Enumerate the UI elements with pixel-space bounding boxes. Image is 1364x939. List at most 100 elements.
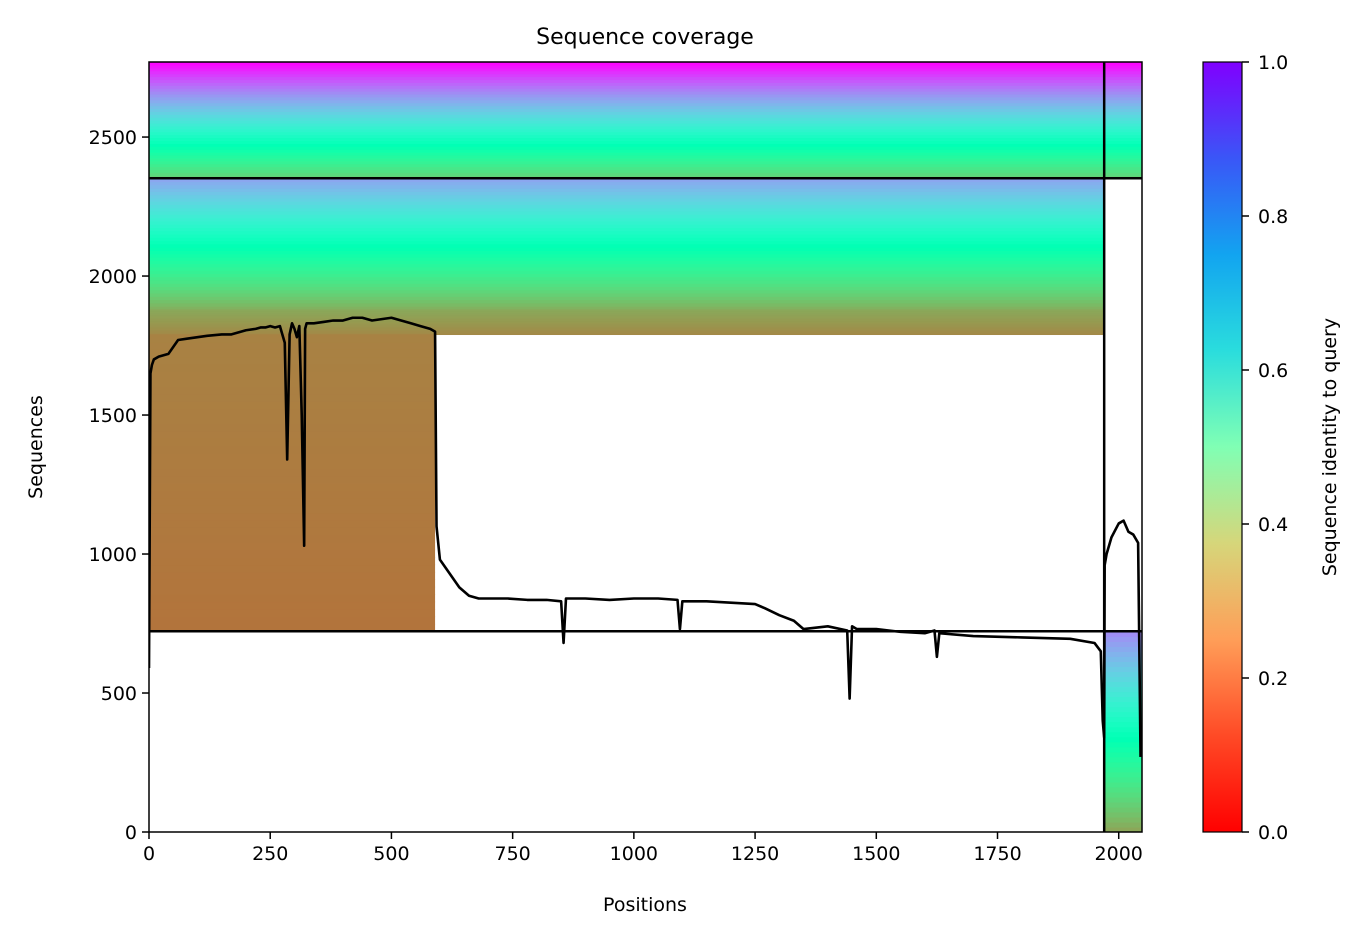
heatmap-stripe — [149, 131, 1142, 136]
heatmap-stripe — [1104, 731, 1142, 738]
heatmap-stripe — [149, 197, 1105, 202]
heatmap-stripe — [149, 330, 1105, 332]
heatmap-stripe — [149, 140, 1142, 144]
heatmap-stripe — [149, 321, 1105, 323]
heatmap-stripe — [149, 309, 1105, 311]
heatmap-stripe — [1104, 706, 1142, 713]
heatmap-stripe — [149, 623, 436, 632]
heatmap-stripe — [149, 302, 1105, 307]
coverage-line — [149, 316, 1142, 757]
heatmap-stripe — [149, 233, 1105, 238]
heatmap-stripe — [149, 286, 1105, 291]
heatmap-stripe — [149, 564, 436, 573]
y-tick-label: 2500 — [89, 127, 137, 149]
heatmap-stripe — [149, 416, 436, 425]
heatmap-stripe — [1104, 701, 1142, 708]
heatmap-stripe — [149, 70, 1142, 75]
colorbar-tick-label: 0.8 — [1258, 206, 1288, 228]
heatmap-stripe — [149, 146, 1142, 150]
y-tick-label: 1000 — [89, 544, 137, 566]
heatmap-stripe — [149, 79, 1142, 83]
heatmap-stripe — [1104, 646, 1142, 652]
heatmap-stripe — [1104, 676, 1142, 683]
heatmap-stripe — [149, 313, 1105, 316]
heatmap-stripe — [1104, 711, 1142, 718]
heatmap-block-chain-1-unpaired-nterm — [149, 334, 436, 632]
heatmap-stripe — [149, 331, 1105, 333]
heatmap-stripe — [149, 299, 1105, 304]
heatmap-stripe — [149, 312, 1105, 314]
heatmap-stripe — [149, 320, 1105, 322]
heatmap-stripe — [149, 85, 1142, 89]
heatmap-stripe — [149, 326, 1105, 329]
heatmap-stripe — [149, 88, 1142, 92]
heatmap-stripe — [149, 408, 436, 417]
heatmap-stripe — [149, 160, 1142, 165]
heatmap-stripe — [1104, 821, 1142, 828]
heatmap-stripe — [149, 188, 1105, 192]
heatmap-stripe — [1104, 826, 1142, 832]
colorbar-tick-label: 0.0 — [1258, 822, 1288, 844]
heatmap-stripe — [149, 220, 1105, 225]
heatmap-stripe — [149, 579, 436, 588]
heatmap-stripe — [149, 227, 1105, 232]
x-tick-label: 1250 — [731, 843, 779, 865]
heatmap-stripe — [149, 306, 1105, 311]
heatmap-block-chain-1-unpaired-partial — [149, 309, 1105, 336]
heatmap-stripe — [149, 327, 1105, 329]
heatmap-stripe — [149, 102, 1142, 107]
heatmap-stripe — [1104, 716, 1142, 723]
heatmap-stripe — [149, 243, 1105, 248]
heatmap-stripe — [149, 237, 1105, 242]
plot-frame — [148, 61, 1143, 833]
heatmap-block-chain-1-unpaired-full — [149, 178, 1105, 311]
heatmap-stripe — [149, 386, 436, 395]
heatmap-stripe — [149, 460, 436, 469]
heatmap-stripe — [149, 313, 1105, 315]
heatmap-stripe — [149, 438, 436, 447]
heatmap-stripe — [149, 311, 1105, 313]
heatmap-stripe — [149, 120, 1142, 124]
heatmap-stripe — [149, 319, 1105, 321]
heatmap-stripe — [149, 240, 1105, 245]
heatmap-stripe — [149, 293, 1105, 297]
heatmap-stripe — [149, 273, 1105, 278]
heatmap-stripe — [1104, 696, 1142, 703]
heatmap-stripe — [149, 310, 1105, 312]
heatmap-stripe — [149, 475, 436, 484]
heatmap-stripe — [1104, 691, 1142, 698]
heatmap-stripe — [1104, 811, 1142, 818]
heatmap-stripe — [149, 266, 1105, 271]
heatmap-stripe — [149, 279, 1105, 284]
heatmap-stripe — [149, 320, 1105, 322]
heatmap-stripe — [149, 557, 436, 566]
heatmap-stripe — [149, 214, 1105, 219]
heatmap-stripe — [149, 64, 1142, 69]
x-tick-label: 500 — [373, 843, 409, 865]
heatmap-stripe — [1104, 641, 1142, 647]
heatmap-stripe — [149, 99, 1142, 104]
heatmap-stripe — [149, 586, 436, 595]
x-tick-label: 1750 — [973, 843, 1021, 865]
heatmap-stripe — [149, 201, 1105, 206]
heatmap-stripe — [149, 96, 1142, 101]
colorbar-label: Sequence identity to query — [1319, 318, 1341, 576]
heatmap-stripe — [149, 181, 1105, 186]
heatmap-stripe — [149, 356, 436, 365]
heatmap-stripe — [1104, 786, 1142, 793]
heatmap-stripe — [149, 468, 436, 477]
plot-area — [149, 62, 1142, 832]
heatmap-layer — [149, 62, 1142, 832]
x-axis-label: Positions — [603, 894, 687, 916]
heatmap-stripe — [149, 549, 436, 558]
heatmap-stripe — [1104, 636, 1142, 642]
heatmap-stripe — [149, 324, 1105, 326]
heatmap-stripe — [149, 329, 1105, 331]
heatmap-stripe — [1104, 656, 1142, 663]
heatmap-stripe — [149, 230, 1105, 235]
heatmap-stripe — [149, 82, 1142, 86]
heatmap-stripe — [149, 534, 436, 543]
heatmap-stripe — [149, 62, 1142, 66]
heatmap-stripe — [1104, 671, 1142, 678]
